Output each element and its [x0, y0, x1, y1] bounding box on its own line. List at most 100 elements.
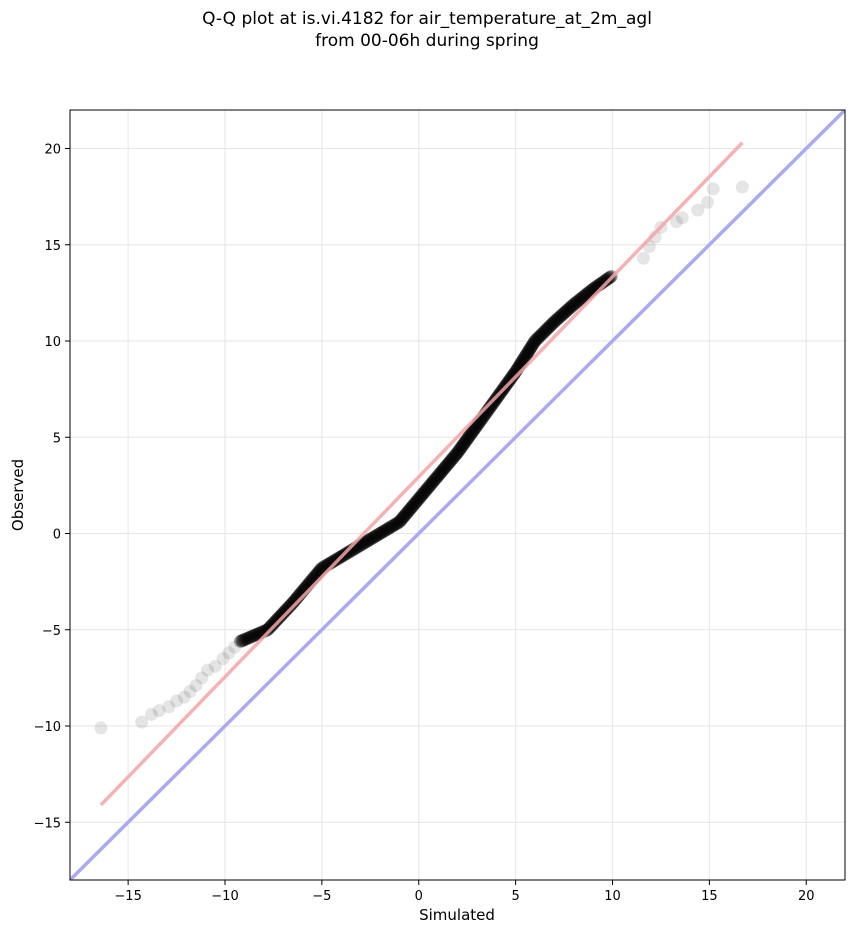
quantile-point: [247, 629, 261, 643]
quantile-point: [706, 182, 720, 196]
quantile-point: [284, 598, 298, 612]
quantile-point: [222, 646, 236, 660]
quantile-point: [485, 398, 499, 412]
quantile-point: [432, 468, 446, 482]
quantile-point: [266, 617, 280, 631]
quantile-point: [415, 488, 429, 502]
quantile-point: [542, 320, 556, 334]
quantile-point: [530, 332, 544, 346]
y-tick-label: 20: [44, 143, 61, 158]
quantile-point: [484, 399, 498, 413]
quantile-point: [243, 630, 257, 644]
quantile-point: [430, 470, 444, 484]
quantile-point: [265, 618, 279, 632]
quantile-point: [451, 446, 464, 460]
quantile-point: [366, 531, 380, 545]
quantile-point: [384, 520, 398, 534]
quantile-point: [262, 622, 276, 636]
quantile-point: [387, 518, 401, 532]
x-tick-label: 5: [511, 889, 519, 904]
quantile-point: [522, 343, 536, 357]
quantile-point: [411, 493, 425, 507]
quantile-point: [431, 469, 445, 483]
quantile-point: [576, 290, 590, 304]
quantile-point: [578, 288, 592, 302]
x-tick-label: −10: [211, 889, 238, 904]
quantile-point: [274, 609, 288, 623]
chart-title-line-2: from 00-06h during spring: [315, 31, 539, 51]
y-tick-label: 15: [44, 239, 61, 254]
quantile-point: [237, 633, 251, 647]
quantile-point: [144, 707, 158, 721]
quantile-point: [531, 331, 545, 345]
quantile-point: [449, 447, 463, 461]
quantile-point: [537, 325, 551, 339]
quantile-point: [506, 369, 520, 383]
quantile-point: [216, 652, 230, 666]
quantile-point: [456, 438, 470, 452]
quantile-point: [562, 302, 576, 316]
quantile-point: [463, 428, 477, 442]
quantile-point: [385, 519, 399, 533]
quantile-point: [637, 251, 650, 265]
quantile-point: [408, 497, 422, 511]
quantile-point: [413, 491, 427, 505]
quantile-point: [393, 514, 407, 528]
quantile-point: [433, 466, 447, 480]
quantile-point: [566, 299, 580, 313]
quantile-point: [235, 634, 249, 648]
quantile-point: [401, 505, 415, 519]
quantile-point: [276, 606, 290, 620]
quantile-point: [392, 515, 406, 529]
quantile-point: [517, 351, 531, 365]
x-tick-label: −15: [114, 889, 141, 904]
quantile-point: [464, 426, 478, 440]
quantile-point: [425, 476, 439, 490]
quantile-point: [567, 297, 581, 311]
quantile-point: [273, 610, 287, 624]
quantile-point: [551, 312, 565, 326]
quantile-point: [398, 508, 412, 522]
quantile-point: [460, 433, 474, 447]
quantile-point: [669, 215, 683, 229]
quantile-point: [457, 437, 471, 451]
quantile-point: [421, 481, 435, 495]
quantile-point: [414, 489, 428, 503]
quantile-point: [395, 511, 409, 525]
quantile-point: [208, 659, 222, 673]
quantile-point: [404, 502, 418, 516]
quantile-point: [573, 292, 587, 306]
quantile-point: [285, 597, 299, 611]
quantile-point: [195, 671, 209, 685]
x-tick-label: 15: [701, 889, 718, 904]
quantile-point: [365, 531, 379, 545]
quantile-point: [435, 464, 449, 478]
quantile-point: [539, 323, 553, 337]
quantile-point: [374, 526, 388, 540]
quantile-point: [561, 303, 575, 317]
quantile-point: [558, 305, 572, 319]
quantile-point: [553, 309, 567, 323]
quantile-point: [486, 397, 500, 411]
quantile-point: [453, 442, 467, 456]
quantile-point: [599, 273, 613, 287]
x-tick-label: 20: [798, 889, 815, 904]
quantile-point: [390, 517, 404, 531]
quantile-point: [446, 451, 460, 465]
quantile-point: [461, 432, 475, 446]
quantile-point: [183, 684, 197, 698]
quantile-point: [434, 465, 448, 479]
quantile-point: [552, 310, 566, 324]
quantile-point: [235, 634, 249, 648]
quantile-point: [162, 700, 176, 714]
quantile-point: [278, 604, 292, 618]
quantile-point: [268, 615, 282, 629]
quantile-point: [523, 342, 537, 356]
quantile-point: [546, 316, 560, 330]
quantile-point: [541, 322, 555, 336]
quantile-point: [525, 339, 539, 353]
y-tick-label: 10: [44, 335, 61, 350]
quantile-point: [381, 522, 395, 536]
quantile-point: [437, 461, 451, 475]
quantile-point: [269, 613, 283, 627]
